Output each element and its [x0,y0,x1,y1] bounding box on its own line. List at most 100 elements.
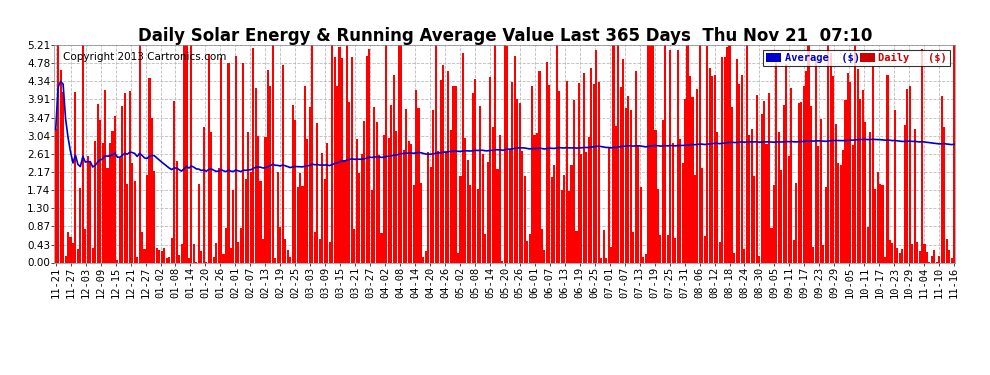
Bar [393,75,395,262]
Bar [881,184,884,262]
Bar [360,153,362,262]
Bar [778,132,780,262]
Bar [531,86,533,262]
Bar [916,242,918,262]
Bar [524,176,526,262]
Bar [358,173,360,262]
Bar [745,45,747,262]
Bar [97,104,99,262]
Bar [750,129,752,262]
Bar [555,45,557,262]
Bar [608,147,610,262]
Bar [671,142,674,262]
Bar [277,171,279,262]
Bar [370,190,372,262]
Bar [257,136,259,262]
Bar [474,79,476,262]
Bar [662,120,664,262]
Bar [334,57,336,262]
Bar [676,50,679,262]
Bar [210,132,212,262]
Bar [482,154,484,262]
Bar [87,156,89,262]
Bar [526,241,528,262]
Bar [67,232,69,262]
Bar [74,92,76,262]
Bar [874,189,876,262]
Bar [203,127,205,262]
Bar [856,69,859,262]
Bar [302,186,304,262]
Bar [269,86,271,262]
Bar [208,54,210,262]
Bar [243,63,245,262]
Bar [284,239,286,262]
Bar [519,104,521,262]
Bar [319,239,321,262]
Bar [869,132,871,262]
Bar [748,135,750,262]
Bar [590,68,592,262]
Bar [598,82,600,262]
Bar [859,99,861,262]
Bar [842,150,844,262]
Text: Copyright 2013 Cartronics.com: Copyright 2013 Cartronics.com [63,51,227,62]
Bar [798,103,800,262]
Bar [613,45,615,262]
Bar [373,106,375,262]
Bar [425,251,427,262]
Bar [252,48,254,262]
Bar [768,93,770,262]
Bar [701,168,704,262]
Bar [420,183,422,262]
Bar [228,63,230,262]
Bar [805,71,807,262]
Bar [175,161,177,262]
Bar [368,48,370,262]
Bar [400,45,402,262]
Bar [595,51,597,262]
Bar [652,45,654,262]
Bar [233,190,235,262]
Bar [259,181,261,262]
Bar [321,153,324,262]
Bar [638,145,640,262]
Bar [516,99,519,262]
Bar [479,106,481,262]
Bar [158,250,160,262]
Bar [846,73,849,262]
Bar [294,120,296,262]
Bar [230,248,232,262]
Legend: Average  ($), Daily   ($): Average ($), Daily ($) [762,50,950,66]
Bar [808,45,810,262]
Bar [329,242,331,262]
Bar [462,53,464,262]
Bar [618,45,620,262]
Bar [763,101,765,262]
Bar [506,46,509,262]
Bar [696,89,699,262]
Bar [657,189,659,262]
Bar [148,78,150,262]
Bar [649,45,651,262]
Bar [921,49,923,262]
Bar [326,143,329,262]
Bar [311,45,314,262]
Bar [385,45,387,262]
Bar [365,56,367,262]
Bar [501,261,504,262]
Bar [879,184,881,262]
Bar [825,187,827,262]
Bar [457,253,459,262]
Bar [114,116,116,262]
Bar [899,253,901,262]
Bar [89,161,91,262]
Bar [684,99,686,262]
Bar [235,56,237,262]
Bar [299,174,301,262]
Bar [297,187,299,262]
Bar [77,249,79,262]
Bar [139,45,141,262]
Bar [104,90,106,262]
Bar [931,256,933,262]
